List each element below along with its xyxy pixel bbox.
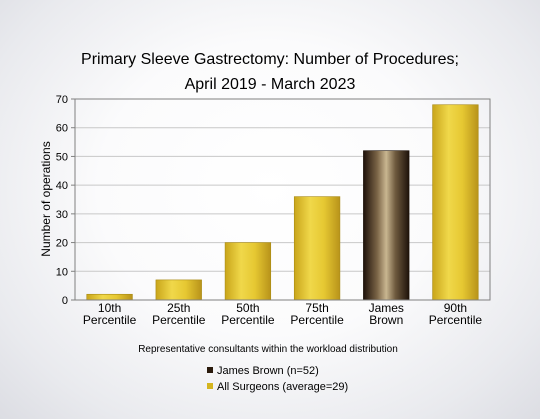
- bar: [363, 150, 410, 301]
- x-tick-label: 50th: [236, 301, 259, 315]
- x-tick-label: Percentile: [290, 313, 344, 327]
- bar: [432, 104, 479, 301]
- plot-frame: [74, 98, 491, 301]
- gridlines: [75, 98, 490, 272]
- bar: [86, 293, 133, 301]
- x-tick-label: Percentile: [152, 313, 206, 327]
- y-axis-label: Number of operations: [39, 141, 53, 256]
- bar: [293, 196, 341, 301]
- x-tick-label: 90th: [444, 301, 467, 315]
- y-tick-label: 30: [56, 209, 68, 221]
- y-tick-label: 60: [56, 123, 68, 135]
- x-tick-label: 10th: [98, 301, 121, 315]
- y-tick-label: 10: [56, 266, 68, 278]
- x-tick-label: Brown: [369, 313, 403, 327]
- bar: [224, 242, 272, 301]
- x-tick-label: Percentile: [429, 313, 483, 327]
- x-tick-label: Percentile: [221, 313, 275, 327]
- chart-title-line-1: Primary Sleeve Gastrectomy: Number of Pr…: [81, 51, 459, 68]
- legend-label-james-brown: James Brown (n=52): [217, 365, 319, 377]
- bar: [155, 279, 202, 301]
- y-tick-label: 20: [56, 238, 68, 250]
- y-axis-ticks: 0 10 20 30 40 50 60 70: [56, 94, 75, 307]
- x-tick-label: 25th: [167, 301, 190, 315]
- x-tick-label: James: [369, 301, 404, 315]
- y-tick-label: 70: [56, 94, 68, 106]
- bars: [86, 104, 479, 301]
- x-axis-label: Representative consultants within the wo…: [138, 344, 398, 355]
- x-tick-label: 75th: [305, 301, 328, 315]
- legend-label-all-surgeons: All Surgeons (average=29): [217, 381, 348, 393]
- x-tick-label: Percentile: [83, 313, 137, 327]
- x-axis-categories: 10thPercentile25thPercentile50thPercenti…: [83, 301, 483, 327]
- y-tick-label: 40: [56, 180, 68, 192]
- legend: James Brown (n=52) All Surgeons (average…: [207, 365, 348, 393]
- legend-swatch-james-brown: [207, 367, 213, 373]
- legend-swatch-all-surgeons: [207, 383, 213, 389]
- y-tick-label: 50: [56, 151, 68, 163]
- chart-title-line-2: April 2019 - March 2023: [185, 76, 356, 93]
- y-tick-label: 0: [62, 295, 68, 307]
